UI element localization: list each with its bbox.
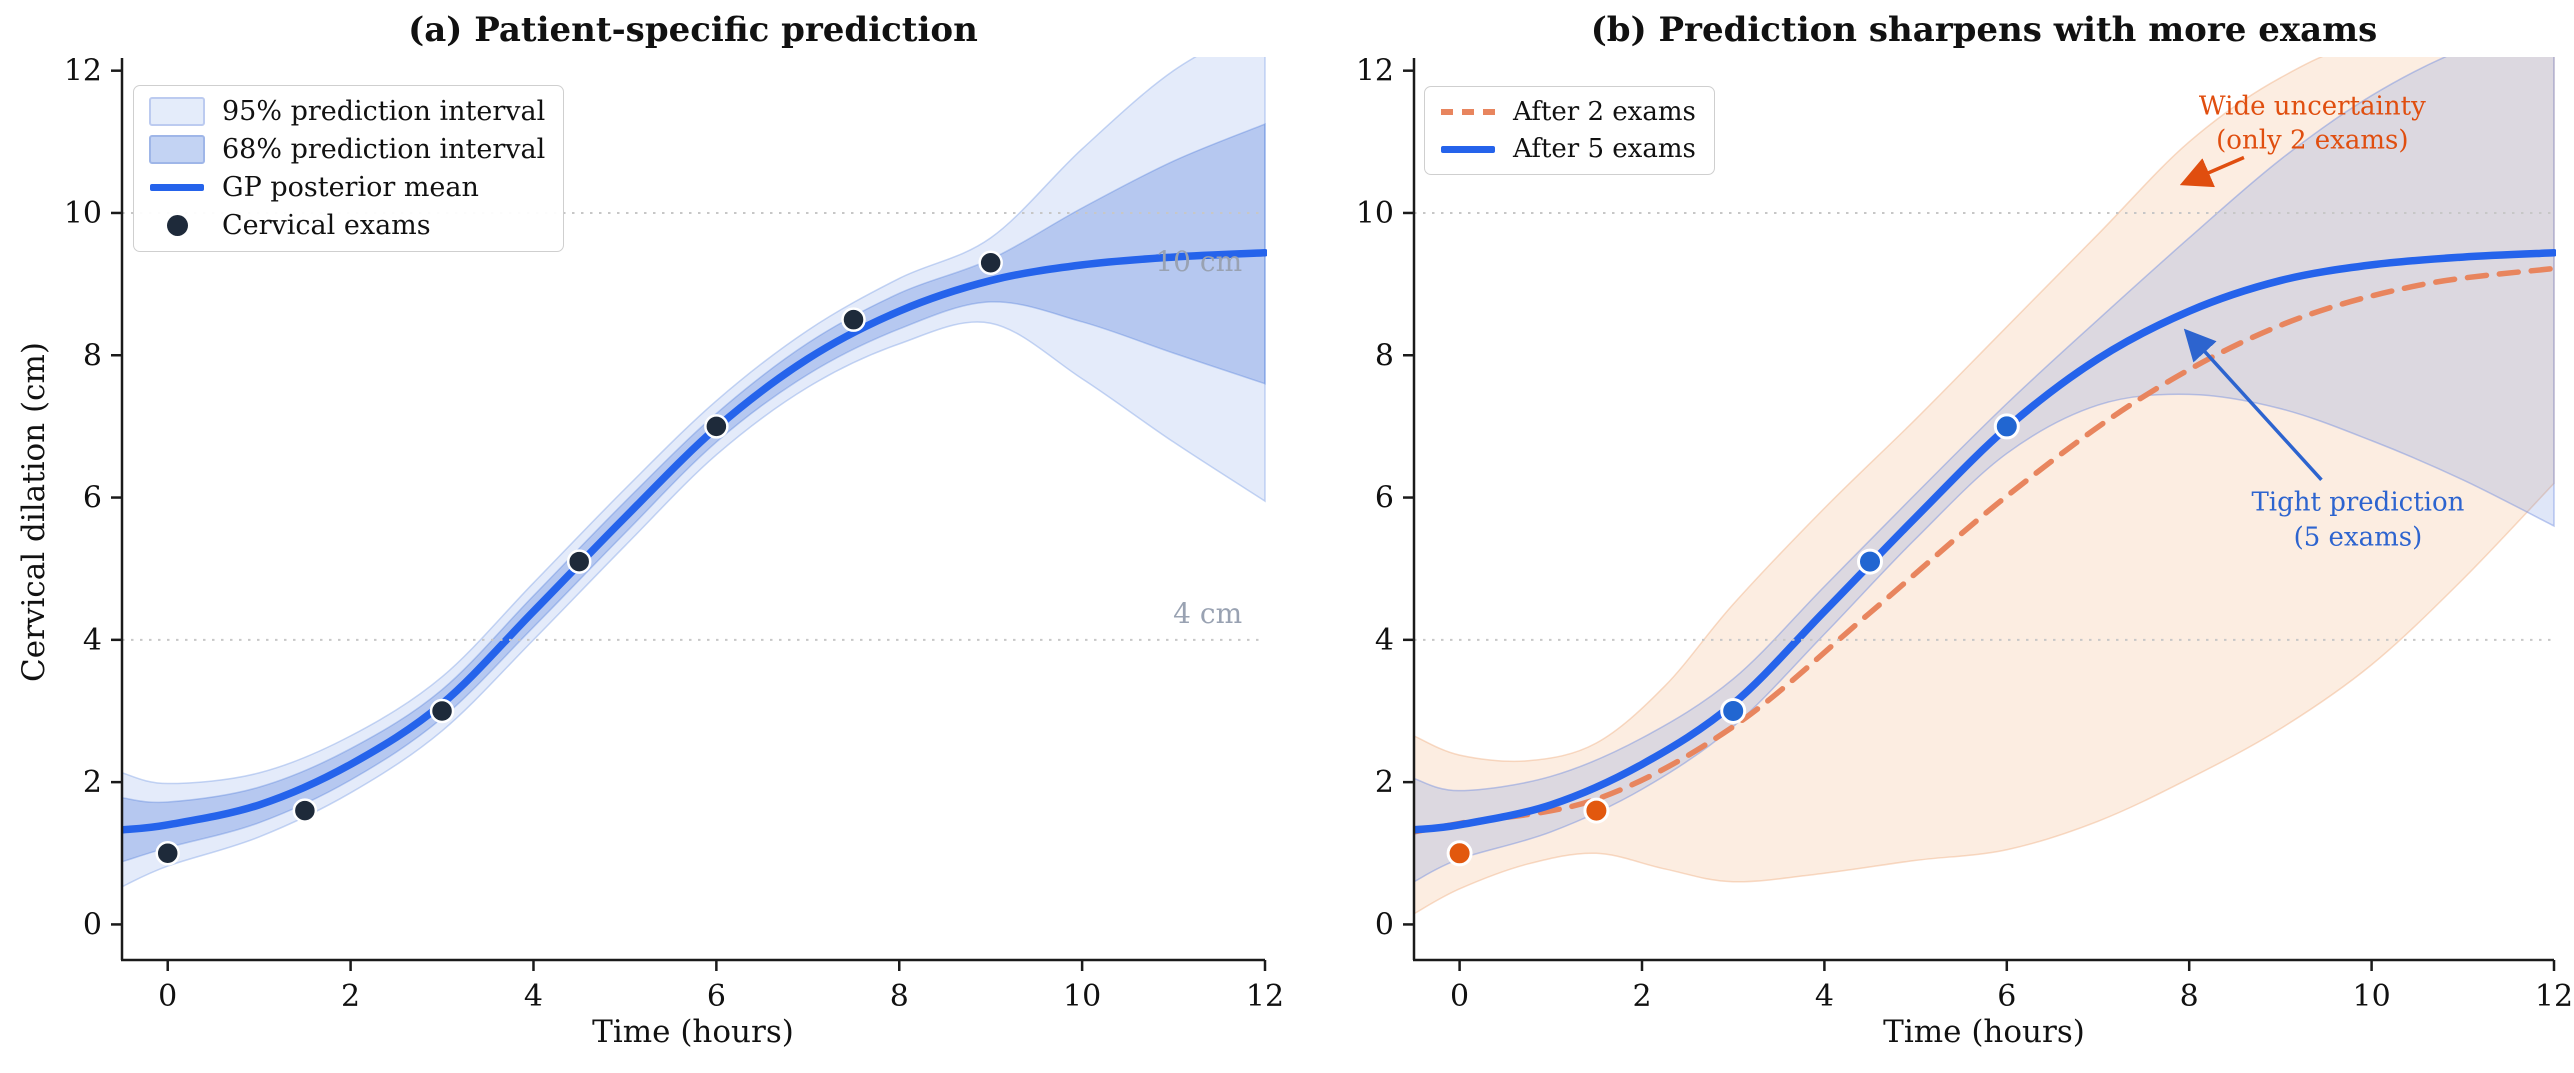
y-tick-label: 8 xyxy=(1375,338,1394,373)
y-tick-label: 0 xyxy=(83,907,102,942)
x-tick-label: 6 xyxy=(707,979,726,1014)
y-tick-label: 12 xyxy=(64,54,102,89)
panel-a-legend: 95% prediction interval 68% prediction i… xyxy=(133,85,565,252)
annotation-line: Tight prediction xyxy=(2251,488,2465,518)
y-tick-label: 6 xyxy=(83,481,102,516)
legend-item-after-5-exams: After 5 exams xyxy=(1439,134,1696,164)
exam-point xyxy=(1446,840,1473,867)
exam-point xyxy=(704,414,729,439)
y-tick-label: 12 xyxy=(1356,54,1394,89)
y-tick-label: 6 xyxy=(1375,481,1394,516)
curve-after-2-exams xyxy=(1414,265,2556,835)
annotation-tight-prediction: Tight prediction (5 exams) xyxy=(2251,486,2464,555)
exam-point xyxy=(566,549,592,574)
curve-after-5-exams xyxy=(1414,249,2556,834)
legend-item-cervical-exams: Cervical exams xyxy=(148,210,545,241)
panel-a-series xyxy=(122,57,1267,888)
legend-label: 95% prediction interval xyxy=(222,96,546,127)
panel-b-xaxis-label: Time (hours) xyxy=(1883,1014,2085,1050)
x-tick-label: 6 xyxy=(1997,979,2016,1014)
x-tick-label: 10 xyxy=(1063,979,1101,1014)
wide-uncertainty-arrow-icon xyxy=(2179,155,2245,188)
legend-label: After 5 exams xyxy=(1513,134,1696,164)
exam-dot-icon xyxy=(148,215,206,236)
x-tick-label: 2 xyxy=(1632,979,1651,1014)
gp-mean-line-icon xyxy=(148,184,206,191)
band-after-5-exams-95-band xyxy=(1414,57,2555,883)
legend-label: 68% prediction interval xyxy=(222,134,546,165)
x-tick-label: 2 xyxy=(341,979,360,1014)
ref-line-4cm-label: 4 cm xyxy=(1173,596,1243,630)
legend-item-gp-mean: GP posterior mean xyxy=(148,172,545,203)
legend-label: GP posterior mean xyxy=(222,172,479,203)
y-tick-label: 0 xyxy=(1375,907,1394,942)
band-after-2-exams-95-band xyxy=(1414,57,2555,915)
y-tick-label: 2 xyxy=(83,765,102,800)
x-tick-label: 8 xyxy=(2180,979,2199,1014)
panel-a-xaxis-label: Time (hours) xyxy=(592,1014,794,1050)
annotation-line: (only 2 exams) xyxy=(2216,126,2409,157)
panel-b-series xyxy=(1414,57,2556,915)
y-tick-label: 10 xyxy=(1356,196,1394,231)
panel-a-yaxis-label: Cervical dilation (cm) xyxy=(16,342,52,682)
y-tick-label: 2 xyxy=(1375,765,1394,800)
x-tick-label: 0 xyxy=(1450,979,1469,1014)
x-tick-label: 10 xyxy=(2353,979,2391,1014)
exam-point xyxy=(1857,548,1883,575)
legend-label: Cervical exams xyxy=(222,210,431,241)
legend-item-95-interval: 95% prediction interval xyxy=(148,96,545,127)
tight-prediction-arrow-icon xyxy=(2183,328,2323,481)
exam-point xyxy=(978,250,1003,276)
solid-line-icon xyxy=(1439,145,1497,153)
annotation-wide-uncertainty: Wide uncertainty (only 2 exams) xyxy=(2199,90,2426,159)
exam-point xyxy=(1720,697,1747,724)
panel-a-title: (a) Patient-specific prediction xyxy=(408,10,978,50)
annotation-line: (5 exams) xyxy=(2293,522,2423,553)
legend-item-68-interval: 68% prediction interval xyxy=(148,134,545,165)
exam-point xyxy=(292,798,318,823)
exam-point xyxy=(155,841,180,866)
annotation-line: Wide uncertainty xyxy=(2198,91,2426,122)
ref-line-10cm-label: 10 cm xyxy=(1155,244,1243,278)
legend-label: After 2 exams xyxy=(1513,97,1696,127)
legend-item-after-2-exams: After 2 exams xyxy=(1439,97,1696,127)
x-tick-label: 4 xyxy=(1815,979,1834,1014)
95-interval-swatch-icon xyxy=(148,97,206,126)
dashed-line-icon xyxy=(1439,109,1497,115)
exam-point xyxy=(841,307,866,332)
x-tick-label: 8 xyxy=(890,979,909,1014)
panel-b-legend: After 2 exams After 5 exams xyxy=(1424,86,1715,175)
y-tick-label: 4 xyxy=(83,623,102,658)
68-interval-swatch-icon xyxy=(148,135,206,164)
y-tick-label: 10 xyxy=(64,196,102,231)
panel-b-title: (b) Prediction sharpens with more exams xyxy=(1590,10,2378,50)
y-tick-label: 4 xyxy=(1375,623,1394,658)
x-tick-label: 12 xyxy=(2535,979,2573,1014)
curve-gp-posterior-mean xyxy=(122,249,1267,834)
exam-point xyxy=(1583,797,1610,824)
x-tick-label: 0 xyxy=(158,979,177,1014)
x-tick-label: 12 xyxy=(1246,979,1284,1014)
exam-point xyxy=(1993,413,2020,440)
x-tick-label: 4 xyxy=(524,979,543,1014)
y-tick-label: 8 xyxy=(83,338,102,373)
exam-point xyxy=(429,698,455,724)
